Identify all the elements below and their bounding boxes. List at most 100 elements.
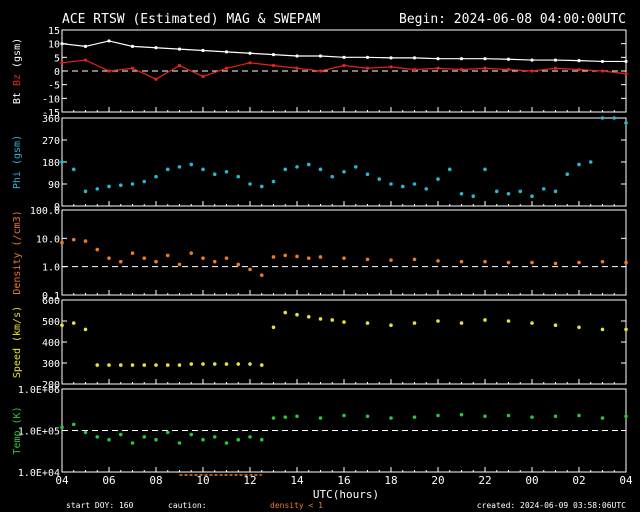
series-bt-point [436,57,440,61]
panel-speed: 600 500 400 300 200 Speed (km/s) [12,296,628,391]
data-point [577,260,581,265]
data-point [506,260,511,265]
data-point [588,160,593,164]
data-point [318,255,323,259]
data-point [107,363,111,367]
data-point [553,189,558,194]
series-bz-point [483,66,487,70]
data-point [353,165,358,169]
data-point [295,414,299,419]
series-bz-point [412,68,417,72]
data-point [424,187,429,191]
data-point [212,172,217,177]
series-bt-point [506,57,511,61]
chart-title: ACE RTSW (Estimated) MAG & SWEPAM [62,12,320,27]
series-bt-point [295,54,299,58]
y-tick-label: -5 [48,81,60,92]
data-point [83,189,88,194]
data-point [95,247,100,252]
data-point [283,415,288,419]
data-point [165,363,170,367]
panel-phi: 360 270 180 90 0 Phi (gsm) [12,114,628,213]
data-point [165,167,170,172]
x-tick-label: 16 [337,474,350,487]
series-bz-point [530,69,534,73]
data-point [506,191,511,196]
data-point [271,179,276,184]
data-point [165,253,170,258]
series-bt-point [530,58,534,62]
series-bz-point [506,68,511,72]
series-bz-point [459,68,464,72]
x-tick-label: 06 [102,474,115,487]
data-point [530,260,534,265]
series-bt-point [177,47,182,51]
x-axis: 04 06 08 10 12 14 16 18 20 22 00 02 04 [55,107,633,487]
y-tick-label: 5 [54,53,60,64]
data-point [154,259,158,264]
series-bt-point [201,48,205,53]
data-point [436,319,440,323]
series-bz-point [154,77,158,81]
panel-density: 100.0 10.0 1.0 0.1 Density (/cm3) [12,206,628,302]
data-point [342,320,346,324]
data-point [259,273,264,277]
data-point [577,162,581,167]
x-tick-label: 02 [572,474,585,487]
data-point [248,267,252,272]
data-point [212,435,217,439]
data-point [541,187,546,191]
series-bz-point [60,61,64,65]
data-point [71,167,76,172]
data-point [83,430,88,435]
y-tick-label: 200 [42,380,60,391]
data-point [459,259,464,264]
data-point [271,325,276,330]
data-point [624,121,628,125]
data-point [283,253,288,258]
data-point [577,325,581,330]
data-point [412,182,417,186]
data-point [506,319,511,323]
data-point [483,167,487,172]
data-point [236,437,241,442]
series-bt-point [553,58,558,62]
data-point [306,315,311,319]
series-bt-point [365,55,370,59]
data-point [295,254,299,259]
y-tick-label: 300 [42,359,60,370]
series-bt-point [318,54,323,58]
data-point [83,239,88,243]
y-tick-label: 1.0E+05 [18,427,60,438]
data-point [224,441,229,445]
data-point [283,310,288,315]
y-tick-label: 0 [54,202,60,213]
data-point [306,162,311,167]
x-tick-label: 10 [196,474,209,487]
data-point [483,414,487,419]
data-point [318,317,323,321]
series-bz-point [295,66,299,70]
data-point [530,415,534,419]
y-axis-label: Speed (km/s) [12,306,23,378]
data-point [130,182,135,186]
data-point [530,194,534,199]
data-point [201,437,205,442]
data-point [471,194,476,199]
data-point [236,262,241,267]
x-tick-label: 22 [478,474,491,487]
y-tick-label: 360 [42,114,60,125]
x-tick-label: 08 [149,474,162,487]
data-point [577,413,581,418]
data-point [271,416,276,420]
series-bz-point [224,66,229,70]
y-axis-label: Phi (gsm) [12,135,23,189]
data-point [142,256,147,260]
data-point [494,189,499,194]
series-bt-point [577,59,581,63]
series-bt-point [389,56,393,60]
data-point [600,259,605,264]
data-point [201,256,205,260]
data-point [107,184,111,189]
series-bz-point [318,69,323,73]
